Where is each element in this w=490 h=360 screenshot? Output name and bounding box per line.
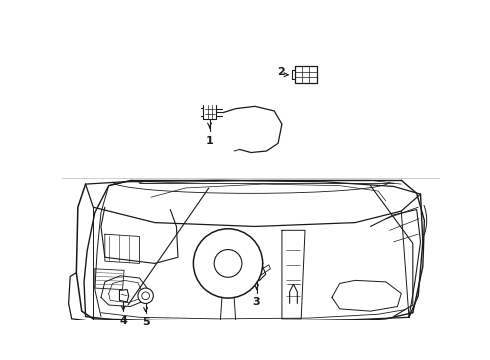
Circle shape (214, 249, 242, 277)
Circle shape (194, 229, 263, 298)
Circle shape (138, 288, 153, 303)
Text: 4: 4 (120, 316, 127, 326)
Text: 5: 5 (142, 317, 149, 327)
Text: 1: 1 (206, 136, 214, 145)
Circle shape (142, 292, 149, 300)
Text: 3: 3 (253, 297, 260, 307)
Text: 2: 2 (277, 67, 285, 77)
